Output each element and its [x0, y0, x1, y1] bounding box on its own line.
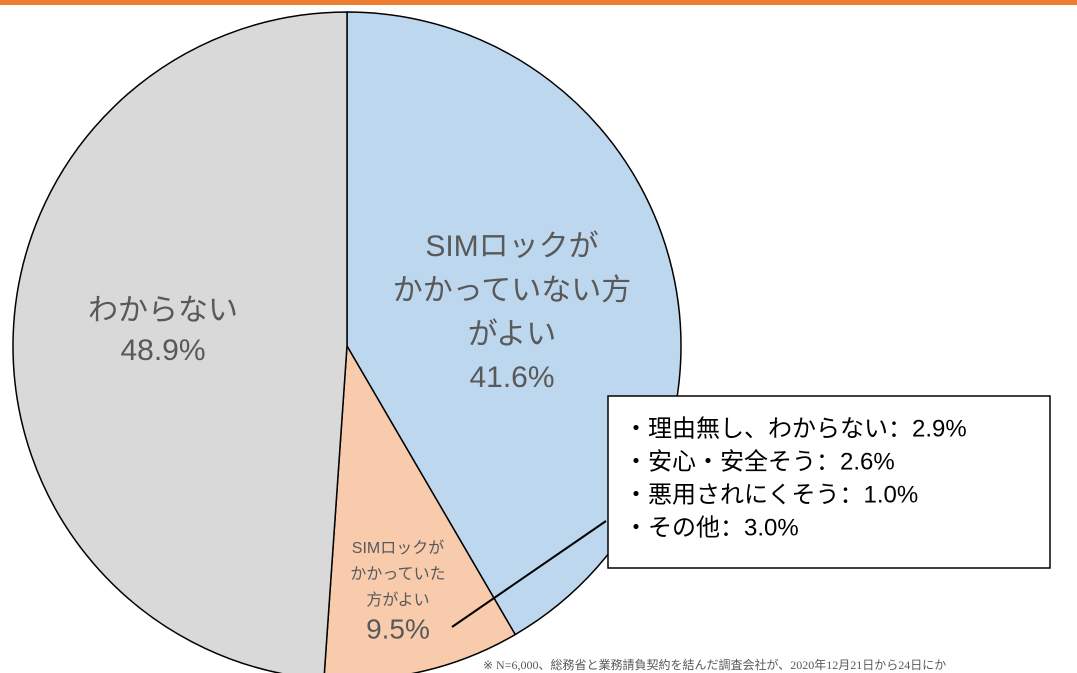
slice-label: わからない: [88, 294, 238, 327]
slice-label: かかっていない方: [393, 274, 632, 307]
callout-text: ・その他：3.0%: [624, 514, 799, 541]
callout-line: [451, 520, 607, 628]
slice-value-label: 41.6%: [469, 361, 554, 394]
callout-text: ・悪用されにくそう：1.0%: [624, 481, 918, 508]
slice-value-label: 9.5%: [366, 613, 430, 644]
callout-box: [607, 395, 1051, 569]
callout-text: ・理由無し、わからない：2.9%: [624, 415, 967, 442]
slice-label: SIMロックが: [352, 539, 444, 557]
slice-label: がよい: [468, 318, 557, 351]
pie-slice: [323, 343, 517, 673]
slice-value-label: 48.9%: [120, 334, 205, 367]
callout-text: ・安心・安全そう：2.6%: [624, 448, 895, 475]
slice-label: かかっていた: [350, 565, 445, 583]
slice-label: 方がよい: [366, 591, 429, 609]
top-bar: [0, 0, 1077, 5]
footnote: ※ N=6,000、総務省と業務請負契約を結んだ調査会社が、2020年12月21…: [483, 657, 946, 672]
pie-slice: [12, 11, 348, 673]
slice-label: SIMロックが: [425, 230, 598, 263]
